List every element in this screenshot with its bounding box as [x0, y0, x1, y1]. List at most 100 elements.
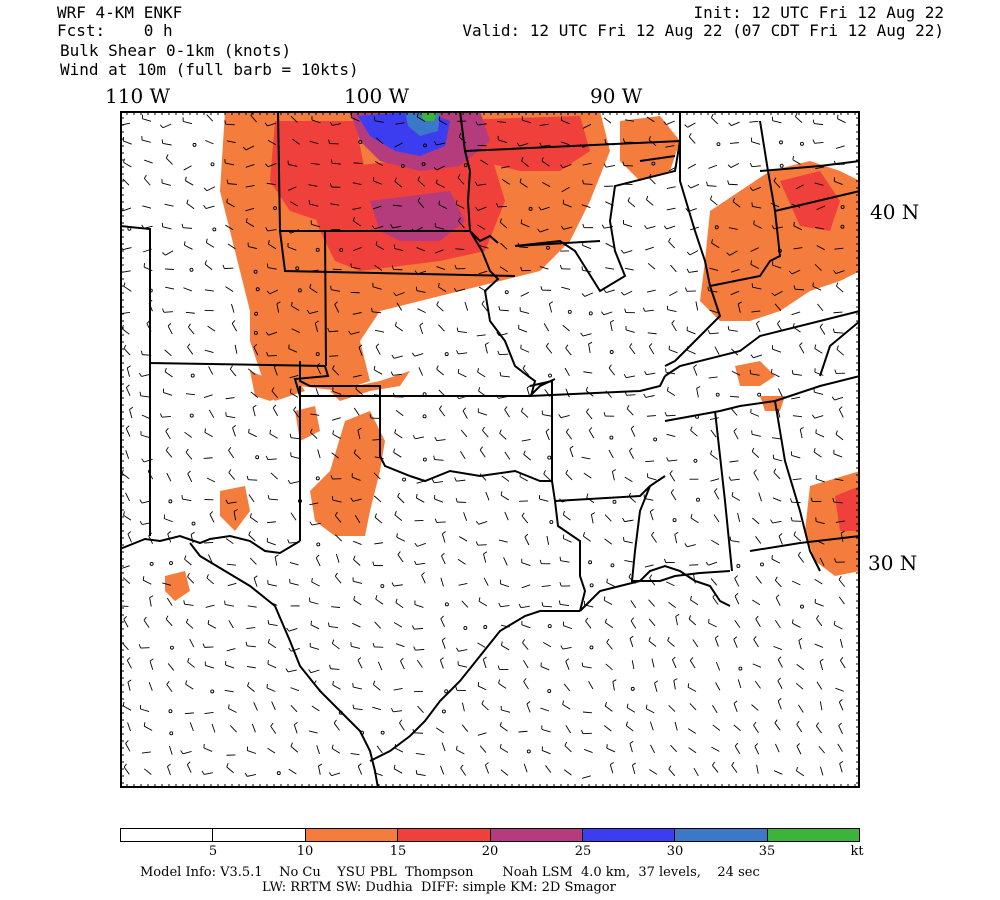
wind-barb	[162, 182, 171, 186]
wind-barb	[523, 660, 529, 669]
wind-barb-flag	[620, 291, 625, 296]
wind-barb	[561, 186, 570, 193]
wind-barb	[770, 202, 780, 208]
wind-barb	[477, 371, 486, 378]
wind-barb	[438, 204, 448, 210]
wind-barb	[687, 122, 696, 128]
wind-barb-flag	[419, 322, 424, 326]
wind-barb	[734, 578, 740, 587]
wind-barb-flag	[774, 719, 778, 724]
wind-barb-flag	[414, 542, 418, 547]
wind-barb	[625, 329, 635, 333]
wind-barb	[226, 648, 236, 652]
wind-barb	[455, 248, 465, 250]
wind-barb	[228, 472, 236, 480]
wind-barb	[435, 226, 445, 230]
wind-title: Wind at 10m (full barb = 10kts)	[60, 60, 359, 79]
wind-barb	[605, 142, 615, 146]
wind-barb-flag	[777, 320, 781, 324]
wind-barb-flag	[496, 203, 499, 208]
wind-barb	[791, 580, 801, 586]
wind-barb	[373, 369, 383, 375]
wind-barb	[791, 203, 801, 208]
wind-barb-flag	[539, 142, 542, 147]
wind-barbs	[120, 111, 846, 779]
wind-barb	[122, 577, 131, 584]
wind-barb-flag	[581, 662, 584, 667]
wind-barb-flag	[436, 301, 439, 306]
wind-barb	[837, 118, 846, 124]
wind-barb	[141, 751, 151, 754]
wind-barb-flag	[334, 511, 338, 516]
wind-barb-flag	[754, 743, 759, 747]
wind-barb-flag	[585, 386, 589, 391]
wind-barb	[666, 186, 676, 190]
wind-barb	[392, 204, 402, 207]
wind-barb	[688, 208, 697, 212]
wind-barb	[165, 618, 173, 627]
wind-barb	[604, 514, 612, 522]
calm-wind-marker	[380, 584, 385, 589]
wind-barb	[561, 119, 570, 125]
wind-barb-flag	[181, 223, 184, 228]
wind-barb-flag	[626, 404, 630, 409]
wind-barb	[332, 499, 342, 503]
wind-barb	[479, 449, 486, 458]
wind-barb	[142, 354, 152, 356]
wind-barb-flag	[737, 301, 742, 305]
wind-barb	[666, 371, 676, 375]
wind-barb	[819, 557, 825, 567]
wind-barb-flag	[687, 683, 690, 688]
wind-barb	[353, 162, 363, 164]
wind-barb-flag	[775, 594, 780, 598]
wind-barb	[477, 123, 487, 126]
wind-barb	[266, 521, 276, 524]
calm-wind-marker	[483, 625, 488, 629]
calm-wind-marker	[422, 457, 427, 462]
wind-barb	[436, 183, 445, 188]
wind-barb	[834, 624, 843, 630]
wind-barb-flag	[540, 286, 543, 291]
wind-barb-flag	[559, 498, 563, 503]
wind-barb	[649, 577, 656, 586]
wind-barb-flag	[245, 218, 248, 223]
wind-barb	[773, 180, 781, 189]
wind-barb-flag	[185, 176, 187, 181]
wind-barb	[521, 584, 531, 589]
wind-barb	[311, 705, 320, 712]
wind-barb	[543, 323, 550, 332]
wind-barb	[605, 165, 615, 168]
wind-barb	[609, 322, 613, 332]
wind-barb	[585, 390, 594, 397]
wind-barb	[688, 136, 696, 144]
wind-barb	[209, 514, 215, 523]
wind-barb	[501, 475, 510, 482]
calm-wind-marker	[168, 499, 173, 504]
wind-barb	[436, 304, 444, 312]
wind-barb	[458, 352, 468, 355]
wind-barb-flag	[264, 122, 268, 127]
wind-barb	[436, 142, 446, 146]
wind-barb	[316, 745, 320, 755]
wind-barb	[666, 225, 676, 230]
wind-barb	[182, 750, 192, 755]
calm-wind-marker	[276, 771, 281, 776]
wind-barb-flag	[290, 301, 293, 307]
wind-barb	[225, 286, 234, 292]
wind-barb	[267, 122, 277, 127]
wind-barb-flag	[560, 225, 564, 230]
wind-barb	[604, 705, 613, 712]
wind-barb	[395, 643, 405, 648]
colorbar-segment-20-25	[490, 829, 583, 841]
wind-barb-flag	[606, 578, 608, 583]
wind-barb	[541, 750, 551, 755]
wind-barb-flag	[751, 447, 755, 452]
wind-barb	[521, 411, 529, 418]
wind-barb	[666, 120, 675, 125]
wind-barb-flag	[675, 613, 680, 617]
wind-barb-flag	[287, 539, 290, 544]
wind-barb	[523, 763, 528, 773]
wind-barb-flag	[707, 329, 711, 334]
wind-barb	[583, 183, 593, 185]
wind-barb	[332, 162, 342, 165]
